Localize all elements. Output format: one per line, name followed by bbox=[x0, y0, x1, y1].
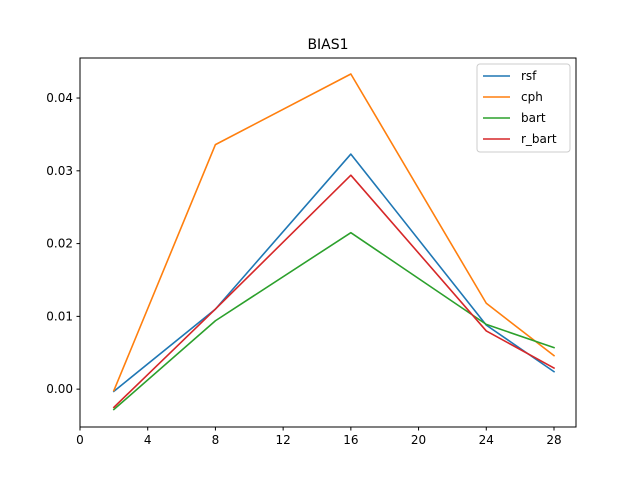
series-line-bart bbox=[112, 231, 556, 411]
y-tick-label: 0.02 bbox=[46, 237, 73, 251]
y-axis: 0.00 0.01 0.02 0.03 0.04 bbox=[46, 91, 80, 396]
y-tick-label: 0.04 bbox=[46, 91, 73, 105]
legend-label-r-bart: r_bart bbox=[521, 132, 557, 146]
y-tick-label: 0.01 bbox=[46, 309, 73, 323]
x-tick-label: 20 bbox=[411, 433, 426, 447]
legend-box bbox=[476, 63, 571, 153]
legend-label-bart: bart bbox=[521, 111, 546, 125]
x-tick-label: 12 bbox=[275, 433, 290, 447]
x-tick-label: 24 bbox=[479, 433, 494, 447]
legend-items: rsf cph bart r_bart bbox=[483, 69, 557, 146]
x-tick-label: 28 bbox=[546, 433, 561, 447]
legend-label-cph: cph bbox=[521, 90, 543, 104]
series-layer bbox=[112, 73, 556, 411]
y-tick-label: 0.03 bbox=[46, 164, 73, 178]
series-line-cph bbox=[112, 73, 556, 392]
series-line-rsf bbox=[112, 153, 556, 393]
x-axis: 0 4 8 12 16 20 24 28 bbox=[76, 427, 562, 447]
x-tick-label: 0 bbox=[76, 433, 84, 447]
legend-label-rsf: rsf bbox=[521, 69, 537, 83]
legend: rsf cph bart r_bart bbox=[476, 63, 571, 153]
series-line-r-bart bbox=[112, 174, 556, 409]
x-tick-label: 4 bbox=[144, 433, 152, 447]
y-tick-label: 0.00 bbox=[46, 382, 73, 396]
x-tick-label: 8 bbox=[212, 433, 220, 447]
plot-frame bbox=[79, 57, 577, 428]
x-tick-label: 16 bbox=[343, 433, 358, 447]
chart-title: BIAS1 bbox=[307, 37, 348, 53]
